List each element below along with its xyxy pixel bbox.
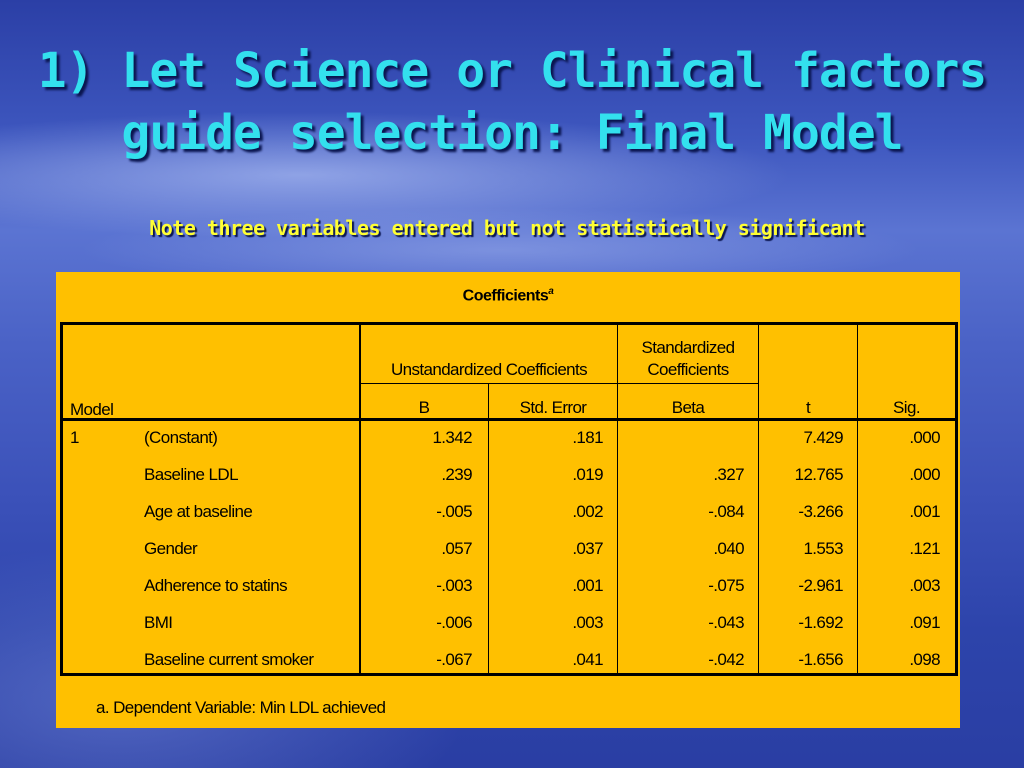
slide-subtitle: Note three variables entered but not sta… [149,216,865,240]
row-sig: .121 [909,539,940,558]
coefficients-table: Unstandardized Coefficients Standardized… [60,322,958,676]
row-label: Adherence to statins [144,576,288,595]
row-beta: .327 [713,465,744,484]
row-b: .057 [441,539,472,558]
row-sig: .091 [909,613,940,632]
row-t: -2.961 [798,576,843,595]
table-border-left [60,322,63,676]
row-sig: .000 [909,465,940,484]
row-t: -1.692 [798,613,843,632]
row-beta: .040 [713,539,744,558]
row-t: -1.656 [798,650,843,669]
row-beta: -.075 [708,576,744,595]
row-std-error: .001 [572,576,603,595]
header-beta: Beta [671,398,705,417]
row-b: 1.342 [432,428,472,447]
row-beta: -.084 [708,502,744,521]
slide-title: 1) Let Science or Clinical factors guide… [0,40,1024,164]
col-line-t [857,322,858,676]
col-line-model [359,322,361,676]
table-footnote: a. Dependent Variable: Min LDL achieved [96,698,386,717]
row-std-error: .002 [572,502,603,521]
row-sig: .003 [909,576,940,595]
row-label: BMI [144,613,173,632]
col-line-b [488,383,489,676]
table-border-bottom [60,673,958,676]
header-standardized-line-2: Coefficients [647,360,729,379]
row-b: -.067 [436,650,472,669]
row-beta: -.043 [708,613,744,632]
header-sig: Sig. [893,398,921,417]
slide-title-line-2: guide selection: Final Model [121,105,903,161]
header-model: Model [70,400,114,419]
row-t: 1.553 [803,539,843,558]
header-unstandardized: Unstandardized Coefficients [390,360,588,379]
row-label: Baseline current smoker [144,650,314,669]
table-caption-text: Coefficients [462,287,549,305]
row-b: -.006 [436,613,472,632]
row-label: (Constant) [144,428,218,447]
table-border-right [955,322,958,676]
header-separator [60,418,958,421]
coefficients-table-panel: Coefficientsa Unstandardized Coefficient… [56,272,960,728]
table-caption-superscript: a [548,286,554,297]
row-label: Baseline LDL [144,465,239,484]
row-beta: -.042 [708,650,744,669]
slide-title-line-1: 1) Let Science or Clinical factors [37,43,988,99]
table-caption: Coefficientsa [56,286,960,305]
row-std-error: .019 [572,465,603,484]
row-t: -3.266 [798,502,843,521]
header-standardized-line-1: Standardized [641,338,736,357]
row-sig: .098 [909,650,940,669]
row-label: Gender [144,539,198,558]
col-line-beta [758,322,759,676]
row-b: -.003 [436,576,472,595]
row-b: -.005 [436,502,472,521]
row-label: Age at baseline [144,502,253,521]
row-t: 12.765 [794,465,844,484]
row-t: 7.429 [803,428,843,447]
header-t: t [805,398,811,417]
table-border-top [60,322,958,325]
model-number: 1 [70,428,79,447]
row-std-error: .181 [572,428,603,447]
unstd-underline [360,383,758,384]
row-sig: .000 [909,428,940,447]
header-std-error: Std. Error [519,398,587,417]
row-sig: .001 [909,502,940,521]
row-std-error: .003 [572,613,603,632]
header-b: B [418,398,430,417]
row-b: .239 [441,465,472,484]
row-std-error: .041 [572,650,603,669]
row-std-error: .037 [572,539,603,558]
col-line-se [617,322,618,676]
